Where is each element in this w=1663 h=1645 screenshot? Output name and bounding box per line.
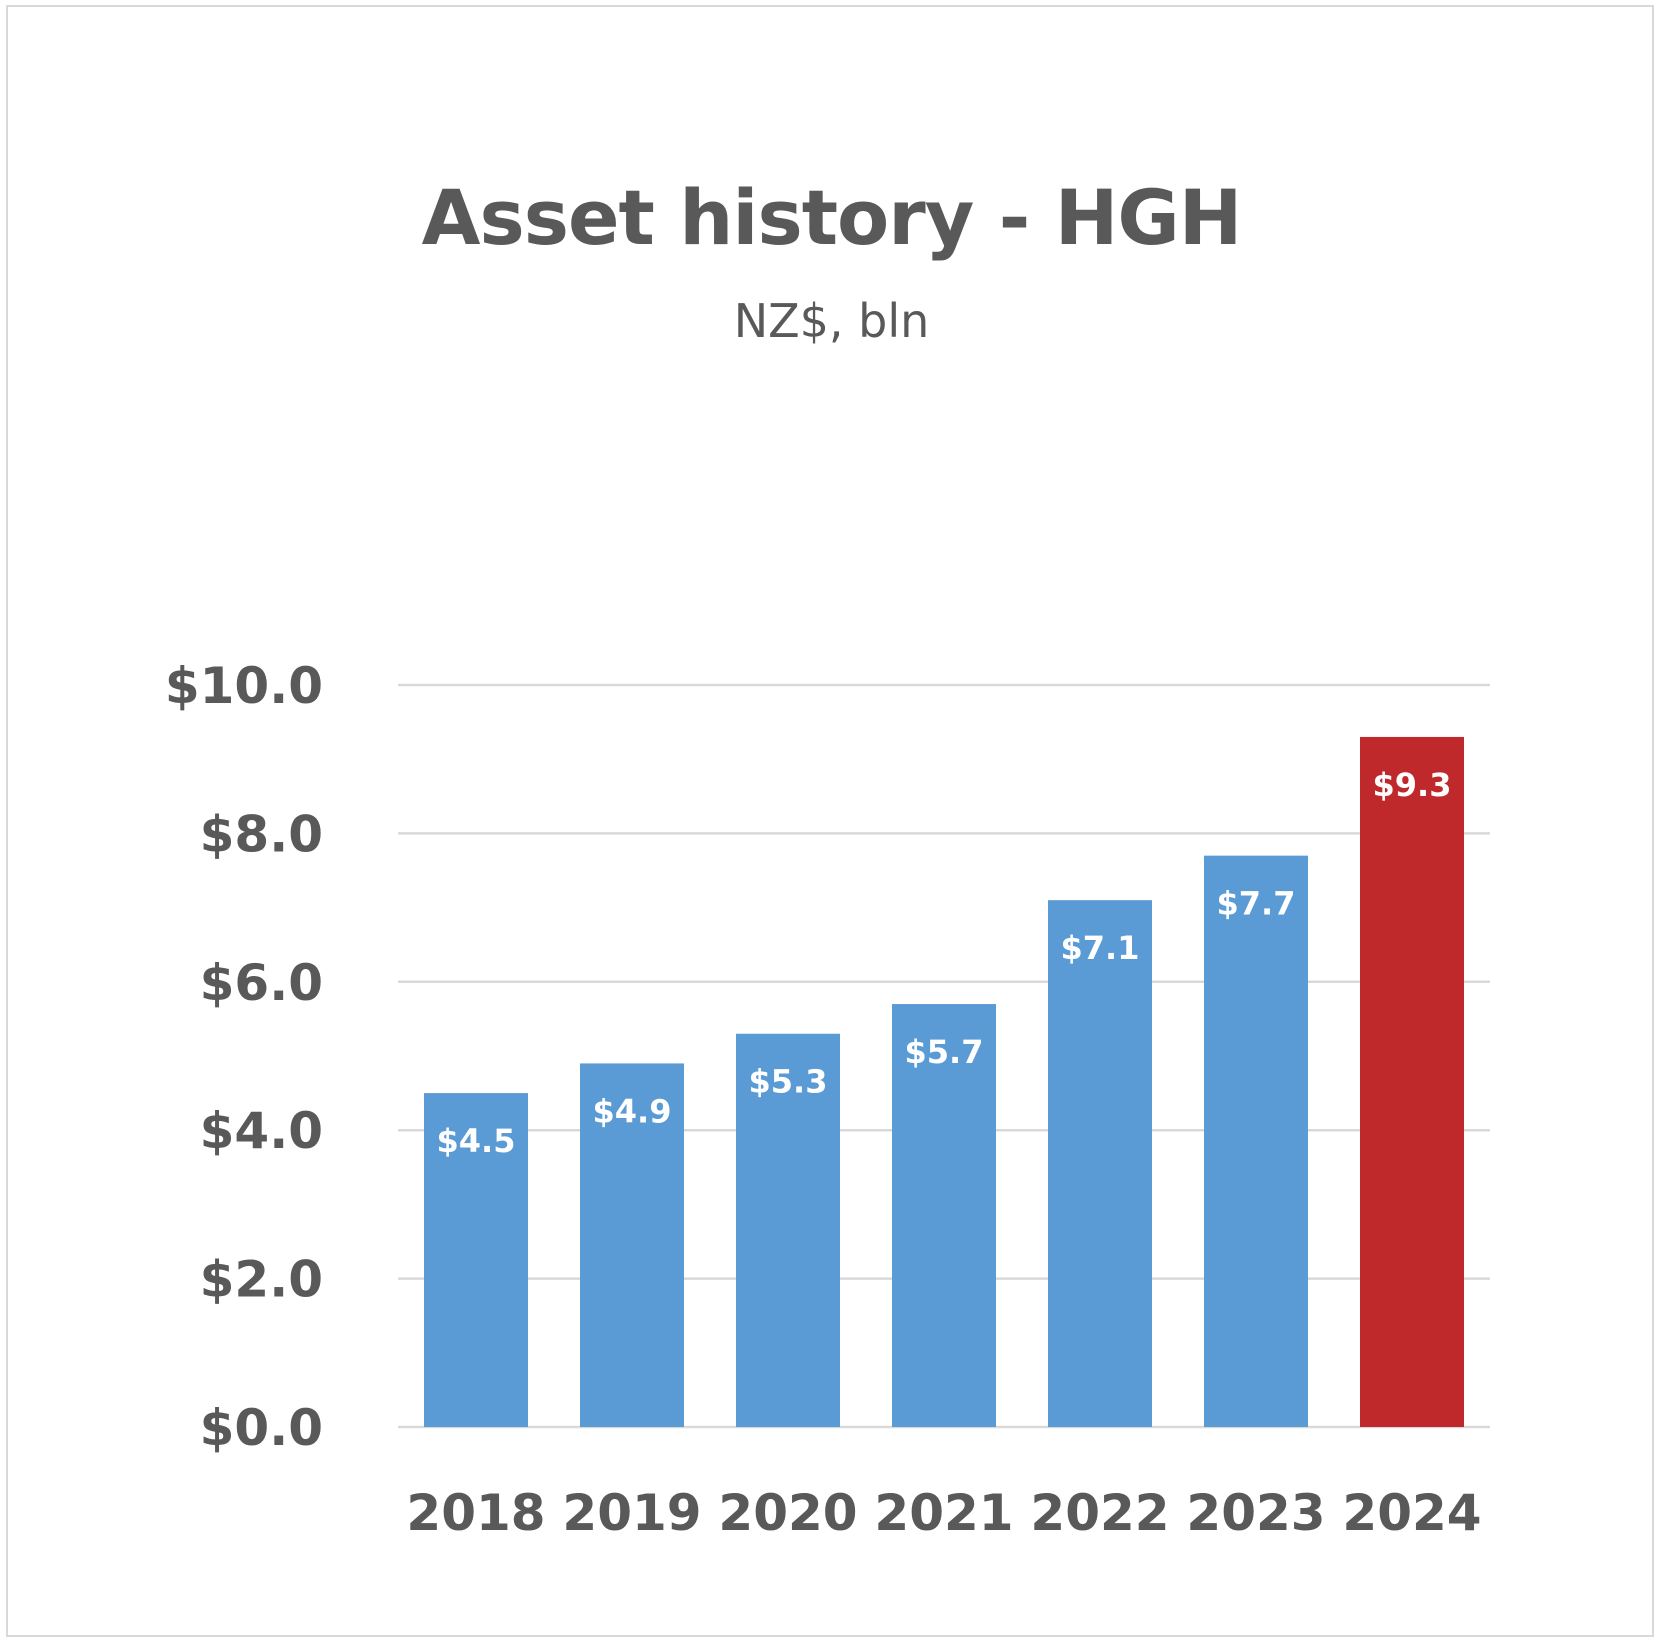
- x-tick-label: 2021: [874, 1484, 1013, 1542]
- bar: [580, 1063, 684, 1427]
- y-tick-label: $8.0: [200, 805, 323, 863]
- bar: [1204, 855, 1308, 1427]
- chart-subtitle: NZ$, bln: [733, 294, 930, 348]
- bar: [892, 1004, 996, 1427]
- data-label: $4.9: [593, 1092, 672, 1130]
- data-label: $9.3: [1373, 766, 1452, 804]
- bar: [1048, 900, 1152, 1427]
- y-tick-label: $2.0: [200, 1251, 323, 1309]
- x-tick-label: 2024: [1342, 1484, 1481, 1542]
- data-label: $7.1: [1061, 929, 1140, 967]
- x-tick-label: 2022: [1030, 1484, 1169, 1542]
- data-label: $5.3: [749, 1063, 828, 1101]
- y-tick-label: $6.0: [200, 954, 323, 1012]
- chart-title: Asset history - HGH: [421, 173, 1243, 262]
- y-tick-label: $10.0: [165, 657, 323, 715]
- bar: [1360, 736, 1464, 1427]
- bar: [736, 1033, 840, 1427]
- x-tick-label: 2018: [406, 1484, 545, 1542]
- data-label: $5.7: [905, 1033, 984, 1071]
- y-tick-label: $0.0: [200, 1399, 323, 1457]
- bar: [424, 1093, 528, 1427]
- x-tick-label: 2019: [562, 1484, 701, 1542]
- y-tick-label: $4.0: [200, 1102, 323, 1160]
- data-label: $4.5: [437, 1122, 516, 1160]
- x-tick-label: 2023: [1186, 1484, 1325, 1542]
- x-tick-label: 2020: [718, 1484, 857, 1542]
- data-label: $7.7: [1217, 885, 1296, 923]
